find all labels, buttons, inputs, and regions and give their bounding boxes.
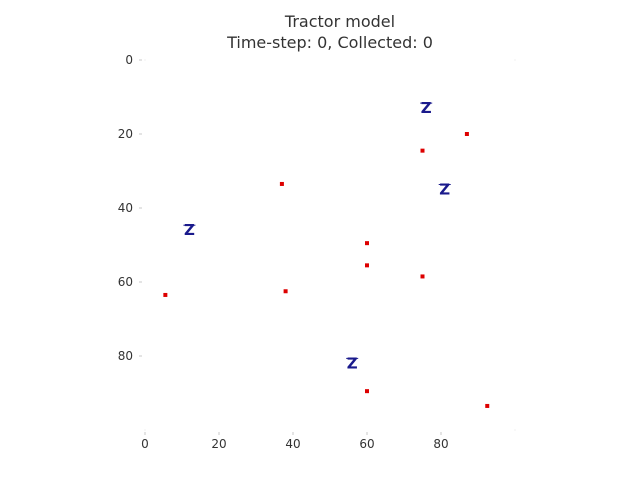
y-tick-label: 60 bbox=[118, 275, 133, 289]
tractor-icon: Z bbox=[183, 221, 196, 239]
red-point bbox=[485, 403, 490, 408]
red-point bbox=[283, 289, 288, 294]
y-tick-label: 40 bbox=[118, 201, 133, 215]
frame-corner bbox=[144, 59, 146, 61]
y-tick-label: 20 bbox=[118, 127, 133, 141]
x-tick-label: 80 bbox=[433, 437, 448, 451]
x-tick-label: 0 bbox=[141, 437, 149, 451]
red-point bbox=[420, 274, 425, 279]
red-point bbox=[420, 148, 425, 153]
tractor-icon-glyph: Z bbox=[421, 99, 432, 117]
chart-subtitle: Time-step: 0, Collected: 0 bbox=[226, 33, 433, 52]
red-point bbox=[365, 389, 369, 394]
red-point bbox=[365, 241, 369, 246]
tractor-icon: Z bbox=[438, 181, 451, 199]
tractor-icon-glyph: Z bbox=[347, 354, 358, 372]
red-point bbox=[163, 292, 168, 297]
y-tick-label: 80 bbox=[118, 349, 133, 363]
plot-marks: Z Z Z Z bbox=[163, 99, 490, 408]
plot-axes: 0 20 40 60 80 0 20 40 60 80 bbox=[118, 53, 516, 451]
tractor-icon: Z bbox=[420, 99, 433, 117]
x-tick-label: 60 bbox=[359, 437, 374, 451]
tractor-icon-glyph: Z bbox=[184, 221, 195, 239]
chart-title: Tractor model bbox=[284, 12, 395, 31]
x-tick-label: 40 bbox=[285, 437, 300, 451]
frame-corner bbox=[144, 429, 146, 431]
tractor-icon-glyph: Z bbox=[439, 181, 450, 199]
x-tick-label: 20 bbox=[211, 437, 226, 451]
tractor-icon: Z bbox=[346, 354, 359, 372]
frame-corner bbox=[514, 429, 516, 431]
frame-corner bbox=[514, 59, 516, 61]
red-point bbox=[365, 263, 369, 268]
red-point bbox=[279, 181, 284, 186]
y-tick-label: 0 bbox=[125, 53, 133, 67]
red-point bbox=[464, 132, 469, 136]
